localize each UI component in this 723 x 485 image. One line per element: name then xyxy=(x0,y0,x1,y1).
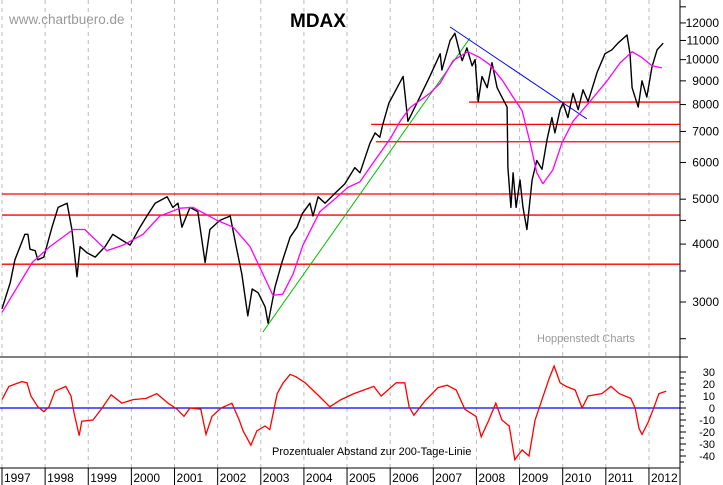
x-tick-label-1998: 1998 xyxy=(47,471,74,485)
osc-tick-label-20: 20 xyxy=(703,379,715,391)
x-tick-label-2008: 2008 xyxy=(478,471,505,485)
osc-tick-label--10: -10 xyxy=(699,415,715,427)
x-tick-label-2009: 2009 xyxy=(522,471,549,485)
y-tick-label-12000: 12000 xyxy=(686,16,720,30)
x-tick-label-2010: 2010 xyxy=(565,471,592,485)
y-tick-label-7000: 7000 xyxy=(692,124,719,138)
x-tick-label-2003: 2003 xyxy=(263,471,290,485)
chart-title: MDAX xyxy=(290,11,346,32)
y-tick-label-11000: 11000 xyxy=(687,33,720,47)
uptrend-line xyxy=(262,37,471,333)
ma200-line xyxy=(1,51,663,313)
y-tick-label-4000: 4000 xyxy=(692,237,719,251)
x-tick-label-1997: 1997 xyxy=(4,471,31,485)
x-tick-label-2007: 2007 xyxy=(435,471,462,485)
oscillator-panel xyxy=(0,364,680,462)
support-resistance-lines xyxy=(2,26,680,333)
osc-tick-label--40: -40 xyxy=(699,451,715,463)
x-tick-label-2002: 2002 xyxy=(220,471,247,485)
x-tick-label-2006: 2006 xyxy=(392,471,419,485)
x-tick-label-2005: 2005 xyxy=(349,471,376,485)
x-tick-label-2001: 2001 xyxy=(177,471,204,485)
osc-tick-label-30: 30 xyxy=(703,367,715,379)
x-tick-label-2000: 2000 xyxy=(133,471,160,485)
y-tick-label-10000: 10000 xyxy=(686,53,720,67)
osc-tick-label-0: 0 xyxy=(709,403,715,415)
source-label: Hoppenstedt Charts xyxy=(537,333,635,345)
oscillator-line xyxy=(1,364,667,462)
osc-tick-label--30: -30 xyxy=(699,439,715,451)
watermark: www.chartbuero.de xyxy=(8,12,125,27)
year-gridlines xyxy=(1,0,650,468)
x-tick-label-1999: 1999 xyxy=(90,471,117,485)
price-series xyxy=(1,32,664,324)
osc-tick-label-10: 10 xyxy=(703,391,715,403)
x-tick-label-2012: 2012 xyxy=(651,471,678,485)
y-tick-label-5000: 5000 xyxy=(692,192,719,206)
x-tick-label-2011: 2011 xyxy=(608,471,634,485)
y-tick-label-8000: 8000 xyxy=(692,98,719,112)
osc-tick-label--20: -20 xyxy=(699,427,715,439)
oscillator-annotation: Prozentualer Abstand zur 200-Tage-Linie xyxy=(272,446,471,458)
y-tick-label-6000: 6000 xyxy=(692,155,719,169)
y-tick-label-3000: 3000 xyxy=(692,295,719,309)
y-tick-label-9000: 9000 xyxy=(692,74,719,88)
price-line xyxy=(1,32,664,324)
x-tick-label-2004: 2004 xyxy=(306,471,333,485)
downtrend-line xyxy=(449,26,588,120)
